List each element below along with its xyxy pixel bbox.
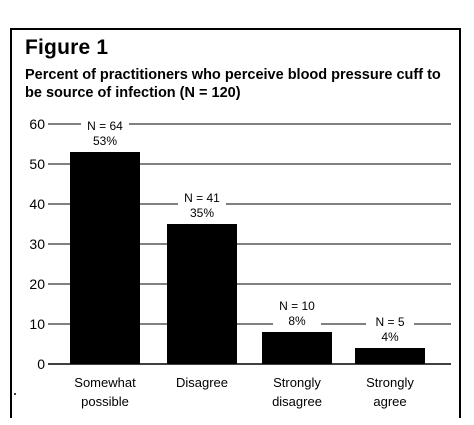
x-tick-label: Strongly	[273, 375, 321, 390]
label-background	[178, 190, 226, 220]
bar	[167, 224, 237, 364]
count-label: N = 64	[87, 119, 123, 133]
y-tick-label: 60	[29, 116, 45, 132]
y-tick-label: 0	[37, 356, 45, 372]
y-tick-label: 20	[29, 276, 45, 292]
percent-label: 8%	[288, 314, 306, 328]
figure-label: Figure 1	[25, 36, 109, 59]
chart-title: Percent of practitioners who perceive bl…	[25, 67, 441, 101]
x-tick-label: Disagree	[176, 375, 228, 390]
bar	[70, 152, 140, 364]
percent-label: 35%	[190, 206, 214, 220]
bar	[262, 332, 332, 364]
label-background	[81, 118, 129, 148]
count-label: N = 5	[375, 315, 404, 329]
bar	[355, 348, 425, 364]
percent-label: 4%	[381, 330, 399, 344]
label-background	[366, 314, 414, 344]
label-background	[273, 298, 321, 328]
percent-label: 53%	[93, 134, 117, 148]
y-tick-label: 10	[29, 316, 45, 332]
figure-frame	[10, 28, 461, 418]
y-tick-label: 50	[29, 156, 45, 172]
x-tick-label: Strongly	[366, 375, 414, 390]
x-tick-label: agree	[373, 394, 406, 409]
count-label: N = 41	[184, 191, 220, 205]
stray-mark	[14, 393, 16, 395]
x-tick-label: possible	[81, 394, 129, 409]
x-tick-label: disagree	[272, 394, 322, 409]
x-tick-label: Somewhat	[74, 375, 136, 390]
count-label: N = 10	[279, 299, 315, 313]
y-tick-label: 40	[29, 196, 45, 212]
y-tick-label: 30	[29, 236, 45, 252]
